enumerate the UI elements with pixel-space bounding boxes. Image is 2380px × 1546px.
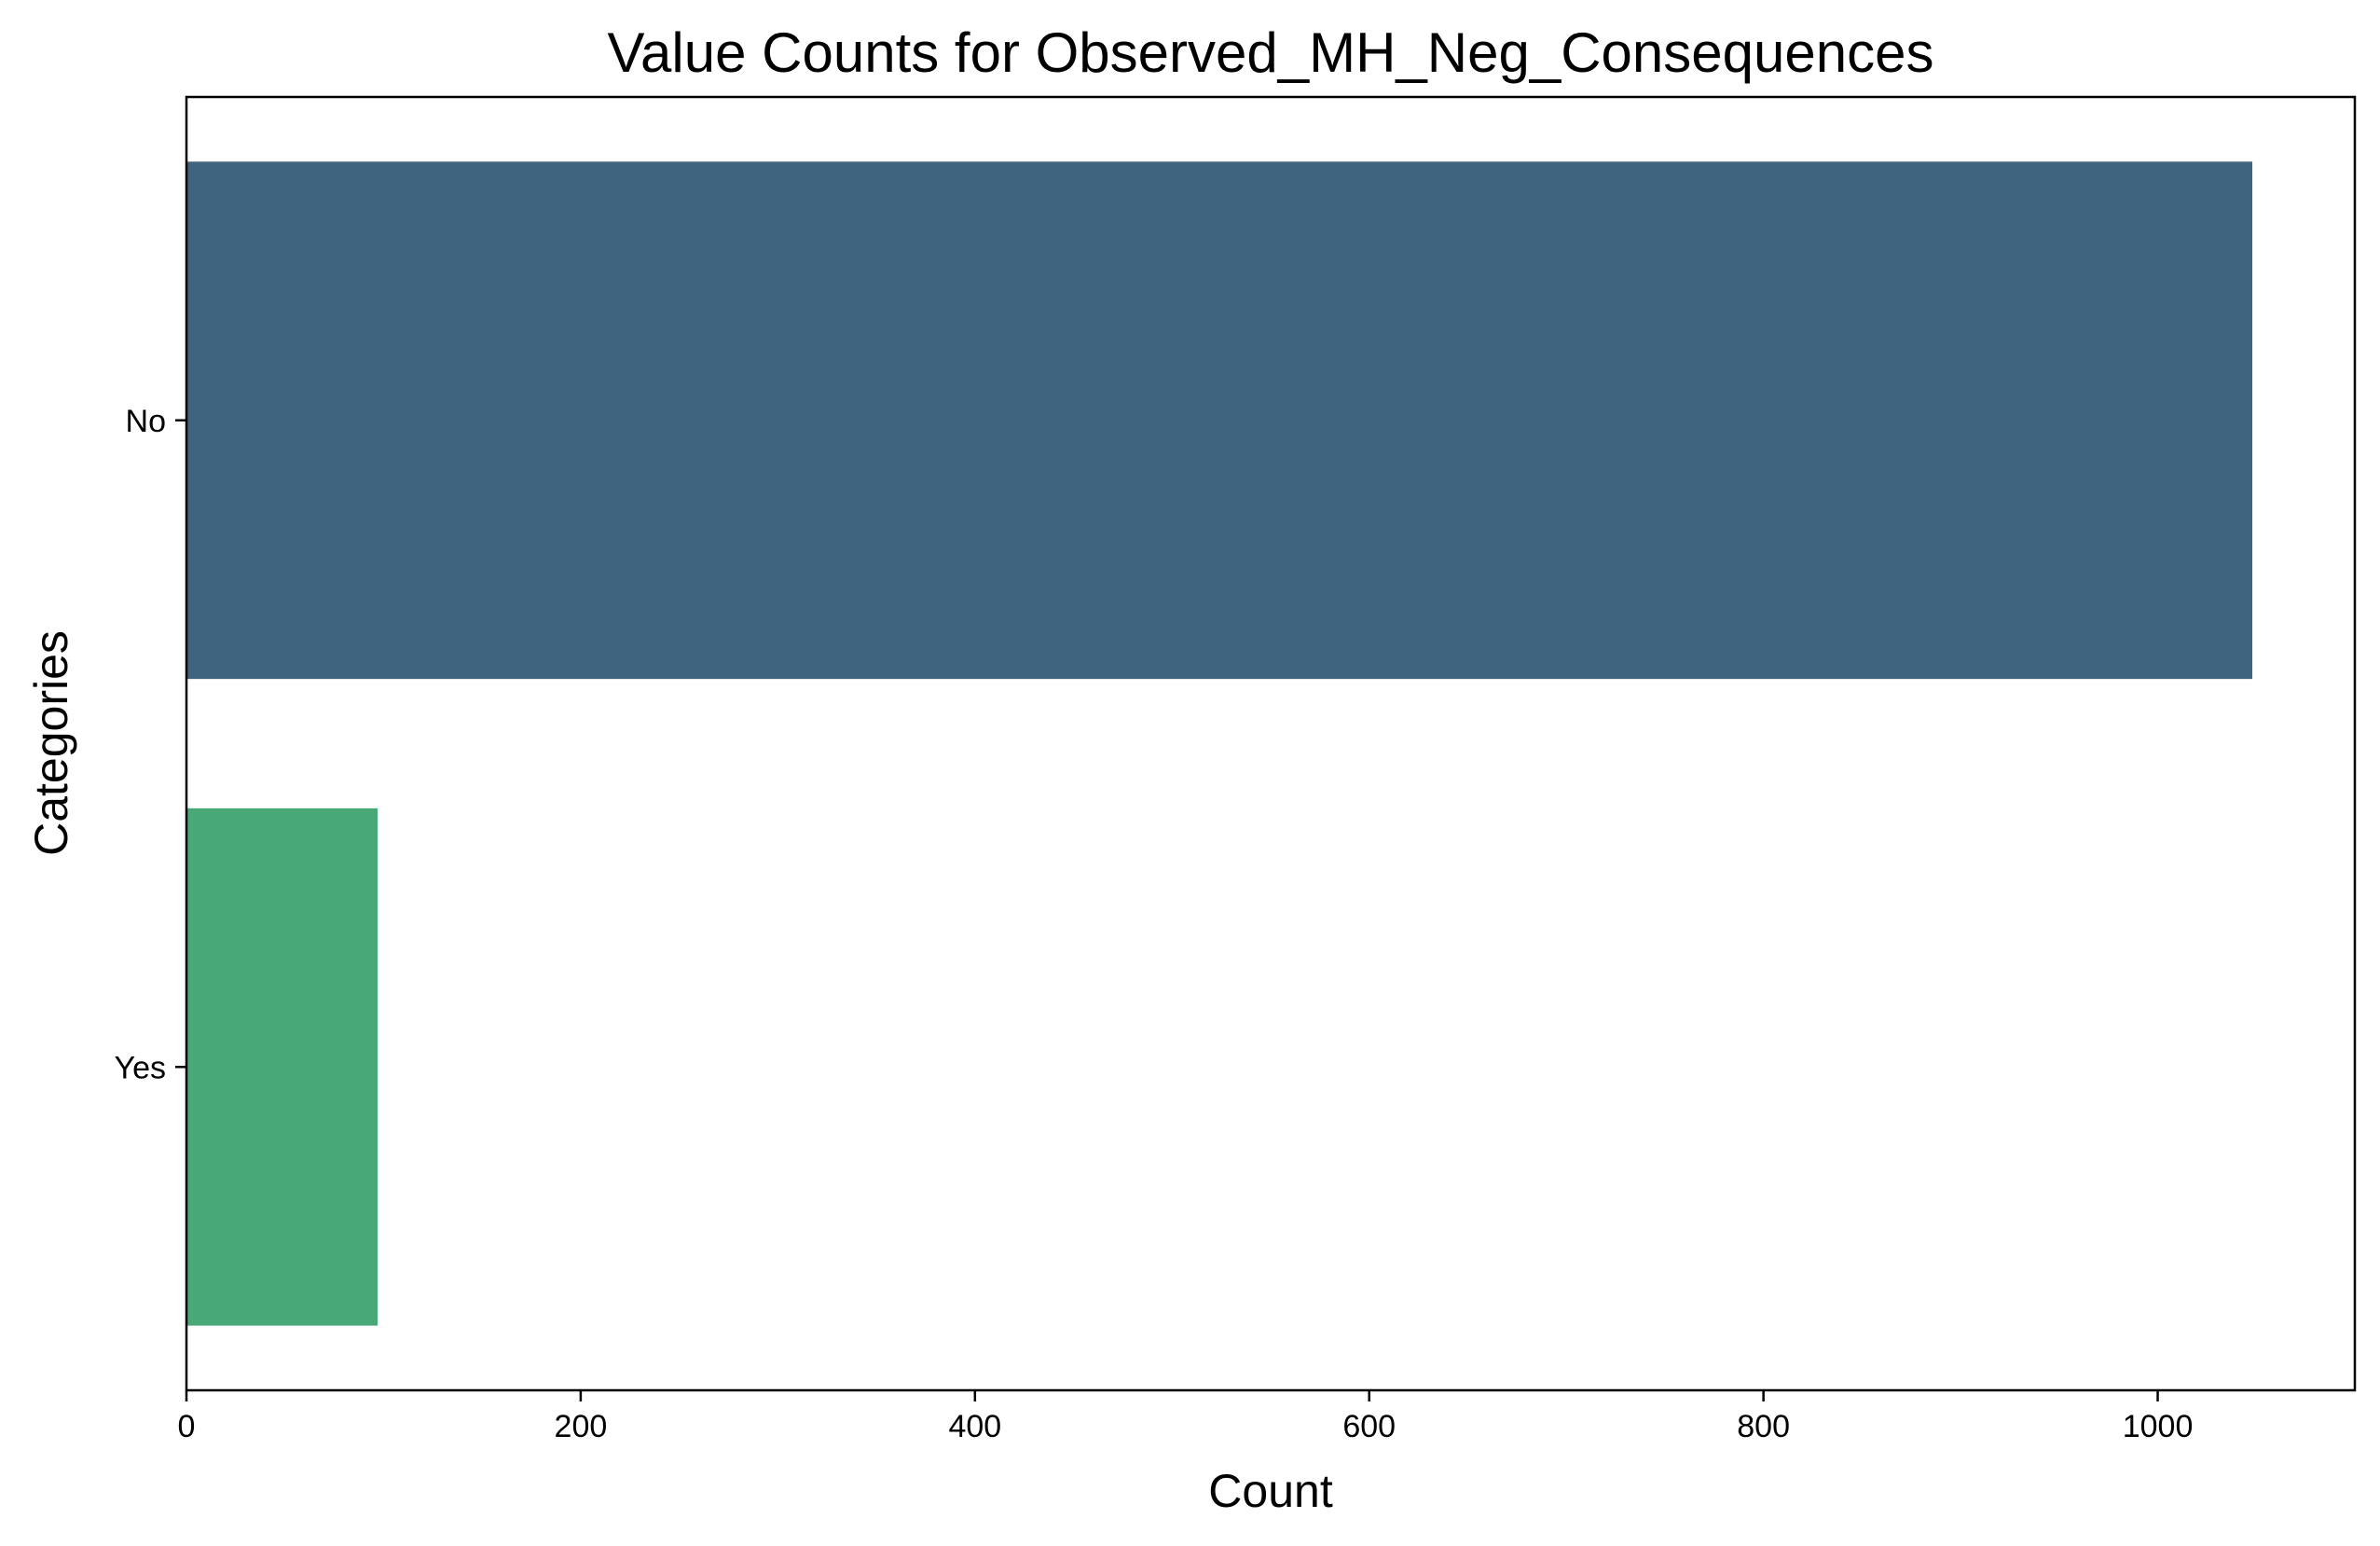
x-tick-label: 200 xyxy=(555,1409,608,1444)
x-tick-label: 0 xyxy=(178,1409,196,1444)
x-tick-label: 800 xyxy=(1737,1409,1790,1444)
y-tick-label: No xyxy=(126,404,166,439)
x-tick-label: 1000 xyxy=(2123,1409,2194,1444)
x-axis-ticks: 0 200 400 600 800 1000 xyxy=(178,1390,2194,1444)
chart-title: Value Counts for Observed_MH_Neg_Consequ… xyxy=(607,21,1933,84)
y-tick-label: Yes xyxy=(115,1050,166,1085)
y-axis-ticks: No Yes xyxy=(115,404,186,1085)
y-axis-label: Categories xyxy=(25,630,77,856)
x-tick-label: 600 xyxy=(1342,1409,1396,1444)
bar-yes xyxy=(186,808,378,1326)
x-tick-label: 400 xyxy=(948,1409,1001,1444)
bars-layer xyxy=(186,161,2253,1326)
x-axis-label: Count xyxy=(1208,1465,1333,1517)
plot-frame xyxy=(185,95,2357,1392)
bar-no xyxy=(186,161,2253,680)
